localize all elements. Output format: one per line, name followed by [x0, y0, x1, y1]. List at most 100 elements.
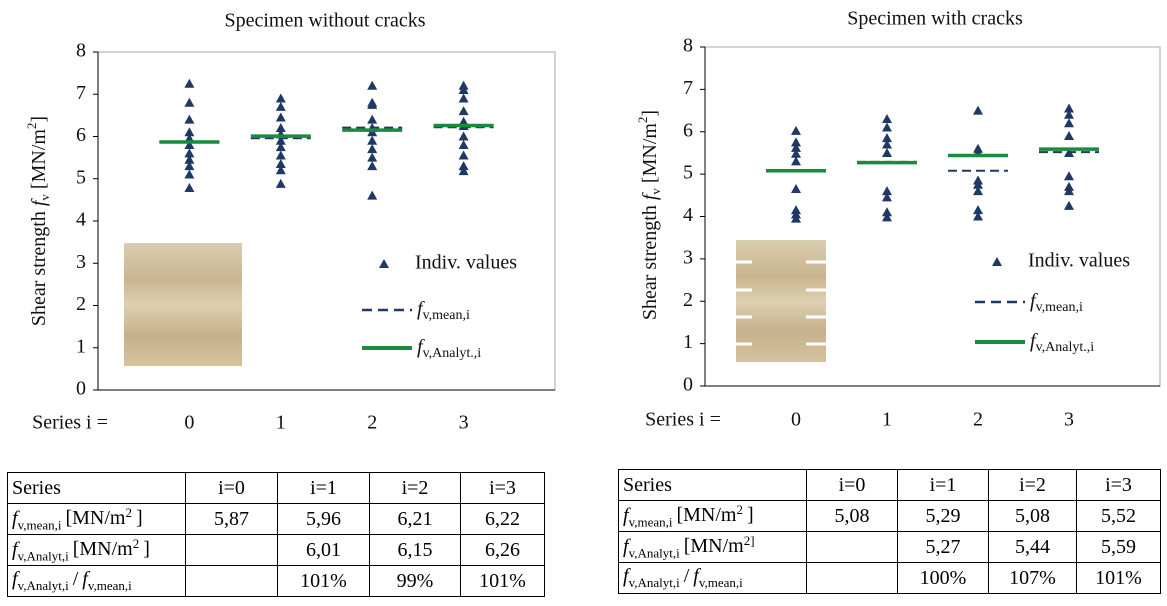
label-part: v,mean,i — [18, 517, 62, 532]
data-cell: 6,26 — [461, 535, 545, 566]
data-point — [367, 191, 377, 200]
data-point — [367, 153, 377, 162]
y-tick-label: 6 — [683, 119, 693, 141]
x-tick-label: 1 — [882, 409, 892, 431]
label-part: v,Analyt,i — [629, 545, 680, 560]
data-point — [791, 184, 801, 193]
header-row: Seriesi=0i=1i=2i=3 — [8, 473, 545, 504]
empty-cell — [186, 535, 278, 566]
results-table: Seriesi=0i=1i=2i=3fv,mean,i[MN/m2]5,875,… — [7, 472, 545, 597]
label-part: [MN/m — [73, 538, 133, 560]
data-cell: 101% — [278, 566, 370, 597]
label-part: / — [684, 565, 690, 587]
data-point — [367, 81, 377, 90]
y-label-part: Shear strength — [28, 211, 50, 326]
x-tick-label: 0 — [184, 412, 194, 434]
data-point — [791, 126, 801, 135]
label-part: [MN/m — [676, 504, 736, 526]
y-tick-label: 1 — [683, 331, 693, 353]
data-point — [1064, 201, 1074, 210]
data-point — [459, 140, 469, 149]
data-point — [459, 93, 469, 102]
label-part: ] — [143, 538, 150, 560]
data-row: fv,Analyt,i/fv,mean,i101%99%101% — [8, 566, 545, 597]
y-label-part: ] — [28, 116, 50, 123]
y-label-part: [MN/m — [639, 123, 661, 183]
header-cell: i=0 — [807, 470, 898, 501]
empty-cell — [186, 566, 278, 597]
y-tick-label: 3 — [683, 246, 693, 268]
data-point — [276, 112, 286, 121]
header-cell: i=2 — [370, 473, 461, 504]
x-tick-label: 3 — [459, 412, 469, 434]
y-axis-label: Shear strengthfv[MN/m2] — [635, 110, 663, 320]
row-label: fv,Analyt,i[MN/m2] — [8, 535, 186, 566]
data-point — [1064, 131, 1074, 140]
row-label: fv,mean,i[MN/m2] — [619, 501, 807, 532]
header-cell: i=3 — [461, 473, 545, 504]
label-part: [MN/m — [65, 507, 125, 529]
label-part: 2 — [736, 502, 743, 517]
y-tick-label: 8 — [76, 40, 86, 62]
y-tick-label: 1 — [76, 335, 86, 357]
data-cell: 5,08 — [989, 501, 1077, 532]
chart-title: Specimen without cracks — [224, 10, 425, 32]
header-cell: i=0 — [186, 473, 278, 504]
y-tick-label: 4 — [76, 209, 86, 231]
label-part: 2 — [133, 536, 140, 551]
label-part: v,mean,i — [629, 514, 673, 529]
label-part: v,Analyt,i — [18, 548, 69, 563]
data-point — [1064, 171, 1074, 180]
y-tick-label: 0 — [683, 374, 693, 396]
empty-cell — [807, 563, 898, 594]
header-cell: i=3 — [1077, 470, 1161, 501]
row-label: fv,mean,i[MN/m2] — [8, 504, 186, 535]
y-tick-label: 7 — [683, 77, 693, 99]
data-point — [367, 115, 377, 124]
legend-subscript: v,Analyt.,i — [423, 346, 482, 361]
chart-title: Specimen with cracks — [847, 8, 1023, 30]
legend-subscript: v,mean,i — [423, 308, 470, 323]
x-tick-label: 0 — [791, 409, 801, 431]
data-cell: 100% — [898, 563, 989, 594]
data-cell: 6,22 — [461, 504, 545, 535]
y-label-part: [MN/m — [28, 129, 50, 189]
x-tick-label: 3 — [1064, 409, 1074, 431]
data-point — [184, 183, 194, 192]
row-label: fv,Analyt,i/fv,mean,i — [8, 566, 186, 597]
data-cell: 101% — [1077, 563, 1161, 594]
data-point — [184, 170, 194, 179]
header-row: Seriesi=0i=1i=2i=3 — [619, 470, 1161, 501]
data-point — [367, 144, 377, 153]
x-tick-label: 2 — [367, 412, 377, 434]
y-label-part: v — [648, 188, 663, 195]
data-point — [367, 161, 377, 170]
legend-marker — [379, 259, 389, 268]
data-point — [276, 102, 286, 111]
data-point — [276, 93, 286, 102]
specimen-photo — [124, 243, 242, 366]
data-point — [276, 151, 286, 160]
x-tick-label: 2 — [973, 409, 983, 431]
label-part: v,mean,i — [88, 578, 132, 593]
header-cell: i=1 — [898, 470, 989, 501]
y-tick-label: 2 — [683, 289, 693, 311]
data-point — [276, 179, 286, 188]
data-cell: 5,27 — [898, 532, 989, 563]
label-part: v,Analyt,i — [629, 575, 680, 590]
data-cell: 6,01 — [278, 535, 370, 566]
y-axis-label: Shear strengthfv[MN/m2] — [24, 116, 52, 326]
legend-subscript: v,mean,i — [1036, 300, 1083, 315]
header-cell: Series — [8, 473, 186, 504]
data-point — [459, 106, 469, 115]
data-cell: 107% — [989, 563, 1077, 594]
data-cell: 101% — [461, 566, 545, 597]
legend-subscript: v,Analyt.,i — [1036, 340, 1095, 355]
header-cell: i=2 — [989, 470, 1077, 501]
data-row: fv,mean,i[MN/m2]5,875,966,216,22 — [8, 504, 545, 535]
data-cell: 5,44 — [989, 532, 1077, 563]
data-point — [184, 98, 194, 107]
label-part: v,Analyt,i — [18, 578, 69, 593]
